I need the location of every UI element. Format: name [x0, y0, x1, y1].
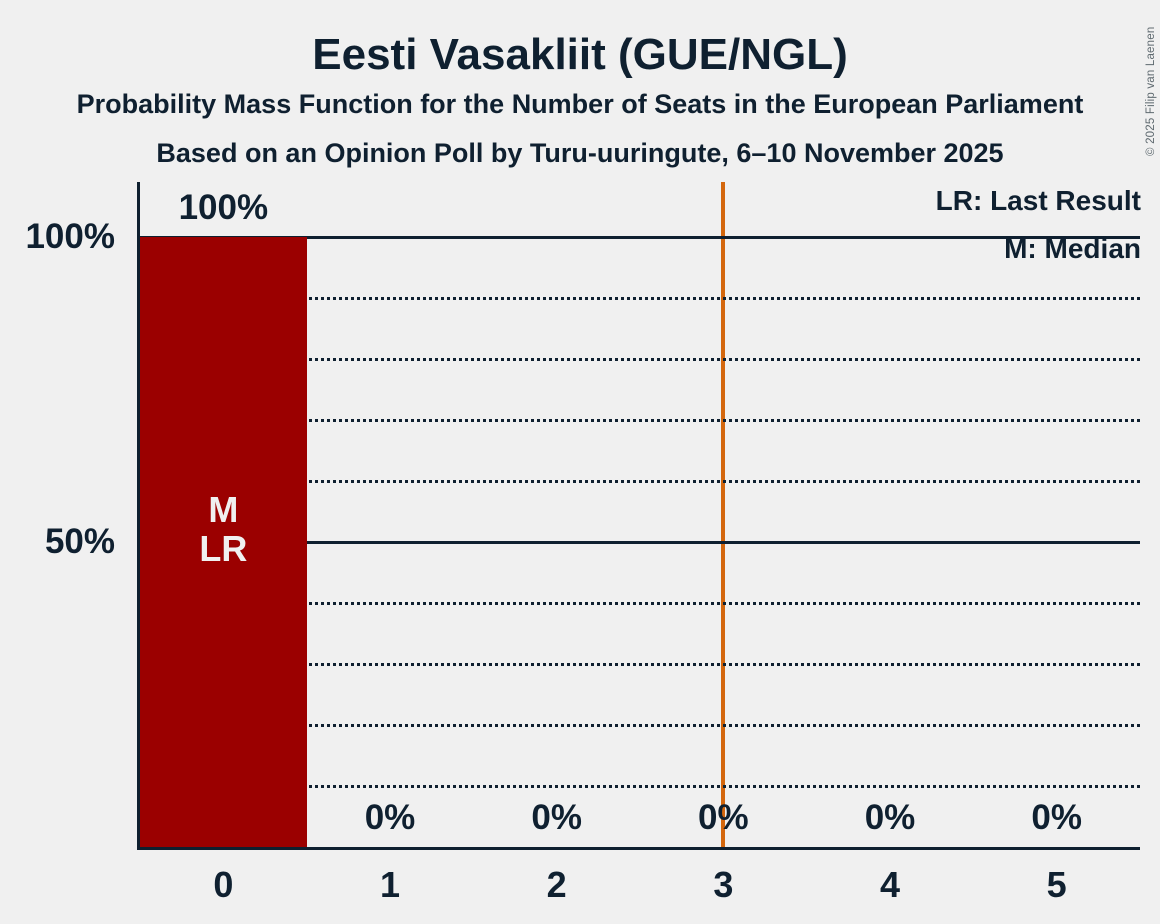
gridline-30pct — [140, 662, 1140, 666]
gridline-100pct — [140, 235, 1140, 239]
value-label-seat-1: 0% — [364, 798, 416, 837]
annotation-lr: LR — [199, 528, 248, 569]
gridline-40pct — [140, 601, 1140, 605]
gridline-10pct — [140, 784, 1140, 788]
x-tick-1: 1 — [379, 864, 400, 905]
x-tick-2: 2 — [546, 864, 567, 905]
bar-seat-0: M LR — [140, 237, 307, 847]
value-label-seat-0: 100% — [178, 188, 269, 227]
chart-subtitle-pmf: Probability Mass Function for the Number… — [76, 89, 1084, 119]
gridline-20pct — [140, 723, 1140, 727]
gridline-80pct — [140, 357, 1140, 361]
x-tick-4: 4 — [879, 864, 900, 905]
gridline-50pct — [140, 540, 1140, 544]
value-label-seat-5: 0% — [1031, 798, 1082, 837]
x-axis-labels: 0 1 2 3 4 5 — [140, 864, 1140, 908]
x-tick-3: 3 — [713, 864, 734, 905]
x-tick-5: 5 — [1046, 864, 1067, 905]
legend-last-result: LR: Last Result — [935, 185, 1141, 216]
gridline-70pct — [140, 418, 1140, 422]
y-axis-labels: 100% 50% — [0, 182, 125, 847]
chart-title: Eesti Vasakliit (GUE/NGL) — [312, 30, 848, 79]
value-label-seat-2: 0% — [531, 798, 582, 837]
bar-annotation-labels: M LR — [140, 490, 307, 568]
gridline-60pct — [140, 479, 1140, 483]
reference-line — [721, 182, 726, 847]
value-label-seat-3: 0% — [698, 798, 749, 837]
legend-median: M: Median — [1004, 233, 1141, 264]
y-label-100pct: 100% — [25, 217, 115, 256]
value-label-seat-4: 0% — [864, 798, 916, 837]
gridline-90pct — [140, 296, 1140, 300]
x-tick-0: 0 — [213, 864, 234, 905]
copyright-notice: © 2025 Filip van Laenen — [1145, 26, 1157, 156]
y-label-50pct: 50% — [44, 522, 115, 561]
plot-area: M LR 100% 0% 0% 0% 0% 0% — [137, 182, 1140, 850]
annotation-m: M — [208, 489, 239, 530]
chart-subtitle-poll: Based on an Opinion Poll by Turu-uuringu… — [156, 138, 1004, 168]
